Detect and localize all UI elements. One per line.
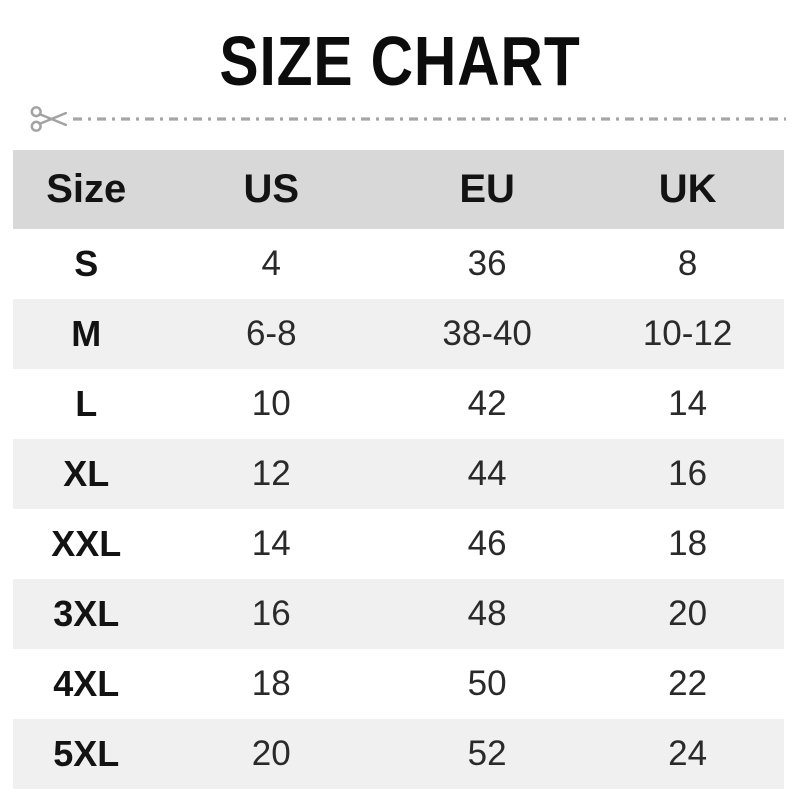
size-value: 48 bbox=[467, 594, 507, 633]
size-value: 20 bbox=[668, 594, 708, 633]
table-row: S 4 36 8 bbox=[13, 229, 784, 299]
column-header-us: US bbox=[243, 167, 300, 211]
size-value: 24 bbox=[668, 734, 708, 773]
size-value: 46 bbox=[467, 524, 507, 563]
size-value: 20 bbox=[251, 734, 291, 773]
size-value: 10-12 bbox=[642, 314, 733, 353]
size-label: 4XL bbox=[53, 663, 120, 704]
size-label: 5XL bbox=[53, 733, 120, 774]
table-row: 4XL 18 50 22 bbox=[13, 649, 784, 719]
table-row: L 10 42 14 bbox=[13, 369, 784, 439]
size-value: 44 bbox=[467, 454, 507, 493]
scissors-icon bbox=[30, 104, 68, 134]
dash-dot-line bbox=[73, 117, 786, 121]
size-value: 14 bbox=[668, 384, 708, 423]
size-value: 14 bbox=[251, 524, 291, 563]
size-label: S bbox=[74, 243, 99, 284]
size-value: 8 bbox=[677, 244, 698, 283]
table-row: 3XL 16 48 20 bbox=[13, 579, 784, 649]
size-value: 16 bbox=[251, 594, 291, 633]
table-row: M 6-8 38-40 10-12 bbox=[13, 299, 784, 369]
size-value: 22 bbox=[668, 664, 708, 703]
size-value: 38-40 bbox=[442, 314, 532, 353]
size-label: XXL bbox=[51, 523, 122, 564]
size-value: 36 bbox=[467, 244, 507, 283]
table-row: 5XL 20 52 24 bbox=[13, 719, 784, 789]
table-row: XL 12 44 16 bbox=[13, 439, 784, 509]
size-value: 16 bbox=[668, 454, 708, 493]
table-row: XXL 14 46 18 bbox=[13, 509, 784, 579]
column-header-size: Size bbox=[46, 167, 127, 211]
column-header-uk: UK bbox=[658, 167, 717, 211]
size-value: 18 bbox=[251, 664, 291, 703]
size-label: 3XL bbox=[53, 593, 120, 634]
size-value: 4 bbox=[261, 244, 281, 283]
size-value: 52 bbox=[467, 734, 507, 773]
size-value: 50 bbox=[467, 664, 507, 703]
cut-line bbox=[30, 102, 786, 136]
table-header-row: Size US EU UK bbox=[13, 150, 784, 229]
size-value: 42 bbox=[467, 384, 507, 423]
size-value: 12 bbox=[251, 454, 291, 493]
column-header-eu: EU bbox=[459, 167, 515, 211]
size-value: 10 bbox=[251, 384, 291, 423]
size-label: M bbox=[71, 313, 102, 354]
size-label: XL bbox=[63, 453, 110, 494]
size-value: 18 bbox=[668, 524, 708, 563]
size-label: L bbox=[75, 383, 98, 424]
size-value: 6-8 bbox=[245, 314, 297, 353]
table-body: S 4 36 8 M 6-8 38-40 10-12 L 10 42 14 XL 12 44 16 XXL 14 4… bbox=[13, 229, 784, 789]
page-title: SIZE CHART bbox=[219, 22, 581, 100]
size-table: Size US EU UK S 4 36 8 M 6-8 38-40 10-12 L 10 42 14 XL 1… bbox=[13, 150, 784, 789]
